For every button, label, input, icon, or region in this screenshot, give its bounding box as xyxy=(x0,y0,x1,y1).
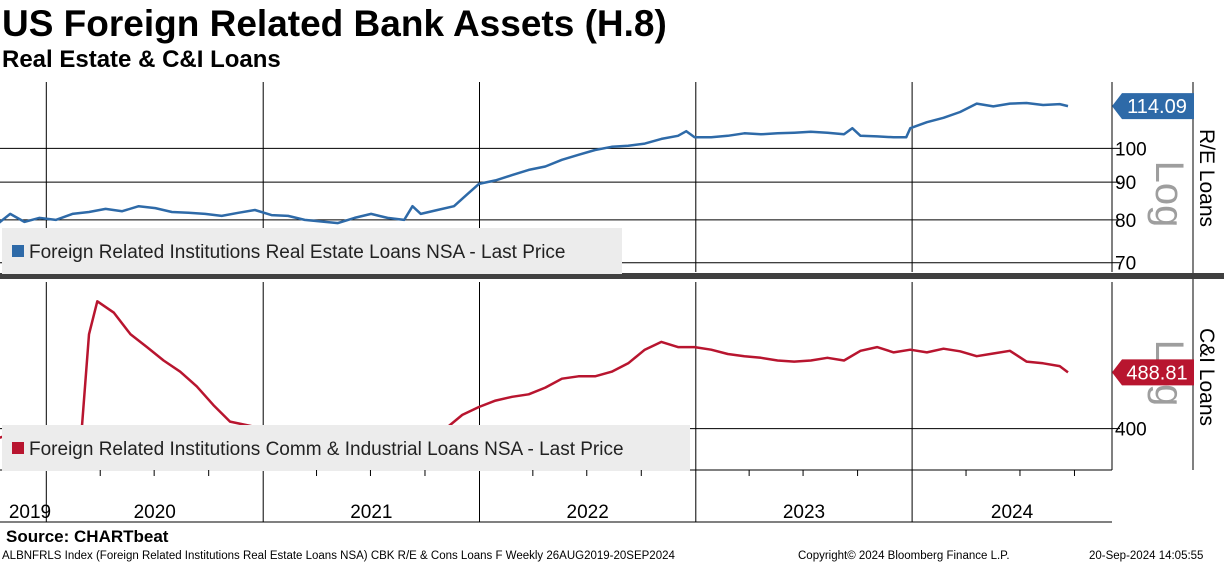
ci-y-tick-label-400: 400 xyxy=(1115,420,1147,441)
x-axis: 2019 2020 2021 2022 2023 2024 xyxy=(9,470,1075,523)
ci-series-line xyxy=(0,300,1069,447)
x-tick-label-2022: 2022 xyxy=(567,502,609,523)
source-label: Source: CHARTbeat xyxy=(6,527,169,546)
chart-canvas: 70 80 90 100 400 Foreign Related Institution… xyxy=(0,82,1224,523)
legend-ci-label: Foreign Related Institutions Comm & Indu… xyxy=(29,439,624,460)
x-tick-label-2021: 2021 xyxy=(350,502,392,523)
x-tick-label-2023: 2023 xyxy=(783,502,825,523)
legend-real-estate: Foreign Related Institutions Real Estate… xyxy=(2,228,622,274)
re-last-value-tag xyxy=(1112,93,1194,120)
re-y-tick-label-70: 70 xyxy=(1115,254,1136,275)
x-tick-label-2019: 2019 xyxy=(9,502,51,523)
ci-last-value-marker: 488.81 xyxy=(1112,359,1194,386)
ci-last-value-tag xyxy=(1112,359,1194,386)
re-axis-title: R/E Loans xyxy=(1195,129,1218,227)
legend-ci: Foreign Related Institutions Comm & Indu… xyxy=(2,425,690,471)
series-layer xyxy=(0,101,1069,447)
re-last-value-label: 114.09 xyxy=(1127,96,1187,118)
re-y-tick-label-80: 80 xyxy=(1115,211,1136,232)
legend-real-estate-swatch xyxy=(12,245,24,257)
re-log-scale-label: Log xyxy=(1147,161,1191,228)
footer-copyright: Copyright© 2024 Bloomberg Finance L.P. xyxy=(798,550,1010,562)
re-series-line xyxy=(0,101,1069,225)
chart-subtitle: Real Estate & C&I Loans xyxy=(2,46,281,73)
x-tick-label-2024: 2024 xyxy=(991,502,1034,523)
legend-real-estate-label: Foreign Related Institutions Real Estate… xyxy=(29,242,566,263)
ci-last-value-label: 488.81 xyxy=(1126,362,1187,384)
chart-title: US Foreign Related Bank Assets (H.8) xyxy=(2,3,667,44)
ci-axis-title: C&I Loans xyxy=(1195,328,1218,426)
legend-ci-background xyxy=(2,425,690,471)
panel-separator xyxy=(0,273,1224,279)
footer-timestamp: 20-Sep-2024 14:05:55 xyxy=(1089,550,1204,562)
re-y-tick-label-100: 100 xyxy=(1115,139,1147,160)
x-tick-label-2020: 2020 xyxy=(134,502,176,523)
re-y-tick-label-90: 90 xyxy=(1115,173,1136,194)
legend-ci-swatch xyxy=(12,442,24,454)
footer-index-description: ALBNFRLS Index (Foreign Related Institut… xyxy=(2,550,675,562)
re-last-value-marker: 114.09 xyxy=(1112,93,1194,120)
legend-real-estate-background xyxy=(2,228,622,274)
